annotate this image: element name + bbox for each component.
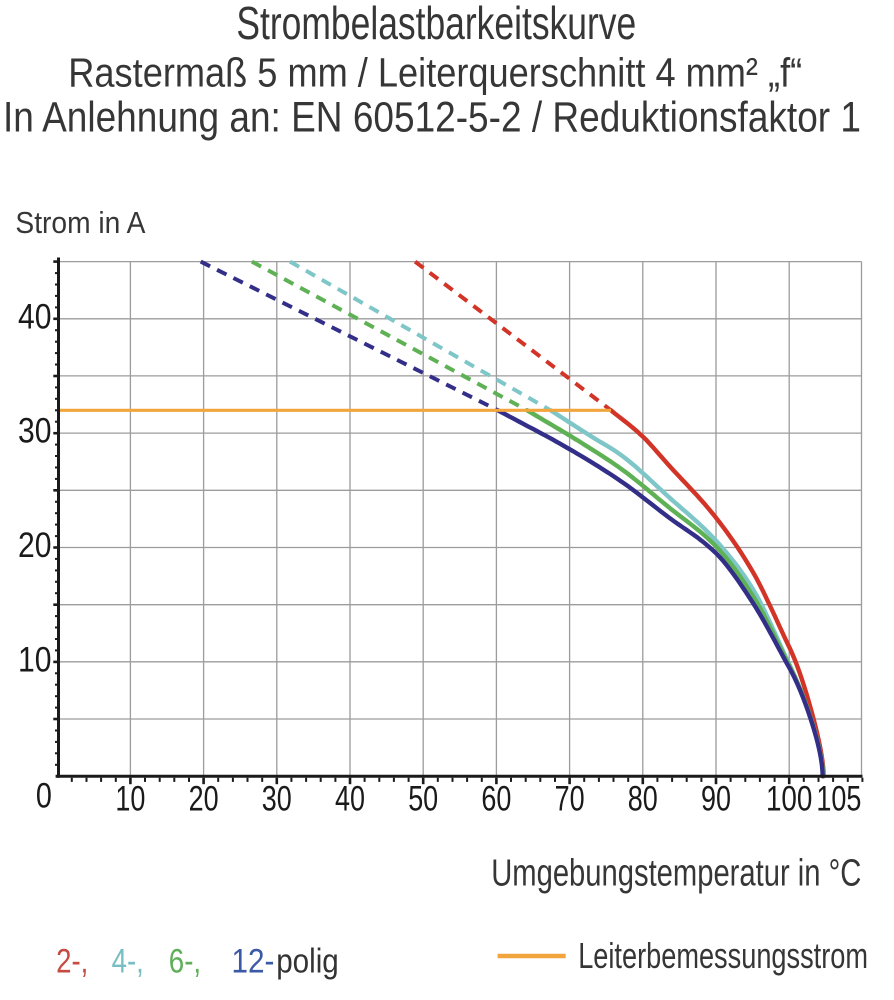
svg-text:Rastermaß 5 mm / Leiterquersch: Rastermaß 5 mm / Leiterquerschnitt 4 mm²… bbox=[68, 50, 802, 96]
svg-text:40: 40 bbox=[335, 779, 365, 819]
svg-text:12-: 12- bbox=[232, 942, 275, 980]
svg-text:105: 105 bbox=[816, 779, 861, 819]
svg-text:60: 60 bbox=[481, 779, 511, 819]
svg-text:10: 10 bbox=[18, 639, 52, 679]
svg-text:50: 50 bbox=[408, 779, 438, 819]
svg-text:polig: polig bbox=[276, 942, 339, 980]
svg-text:80: 80 bbox=[628, 779, 658, 819]
svg-text:40: 40 bbox=[18, 296, 52, 336]
svg-text:4-,: 4-, bbox=[112, 942, 144, 980]
svg-text:Strombelastbarkeitskurve: Strombelastbarkeitskurve bbox=[236, 0, 636, 49]
svg-text:30: 30 bbox=[18, 411, 52, 451]
svg-text:20: 20 bbox=[18, 525, 52, 565]
svg-text:90: 90 bbox=[701, 779, 731, 819]
svg-text:2-,: 2-, bbox=[56, 942, 88, 980]
svg-text:70: 70 bbox=[555, 779, 585, 819]
svg-text:Umgebungstemperatur in °C: Umgebungstemperatur in °C bbox=[491, 852, 861, 894]
svg-text:6-,: 6-, bbox=[169, 942, 201, 980]
svg-text:Strom in A: Strom in A bbox=[15, 206, 146, 240]
svg-text:20: 20 bbox=[189, 779, 219, 819]
svg-text:100: 100 bbox=[766, 779, 813, 819]
svg-text:Leiterbemessungsstrom: Leiterbemessungsstrom bbox=[578, 935, 868, 976]
svg-text:30: 30 bbox=[262, 779, 292, 819]
svg-text:In Anlehnung an: EN 60512-5-2: In Anlehnung an: EN 60512-5-2 / Reduktio… bbox=[3, 95, 861, 142]
svg-text:10: 10 bbox=[115, 779, 145, 819]
svg-text:0: 0 bbox=[36, 775, 52, 815]
